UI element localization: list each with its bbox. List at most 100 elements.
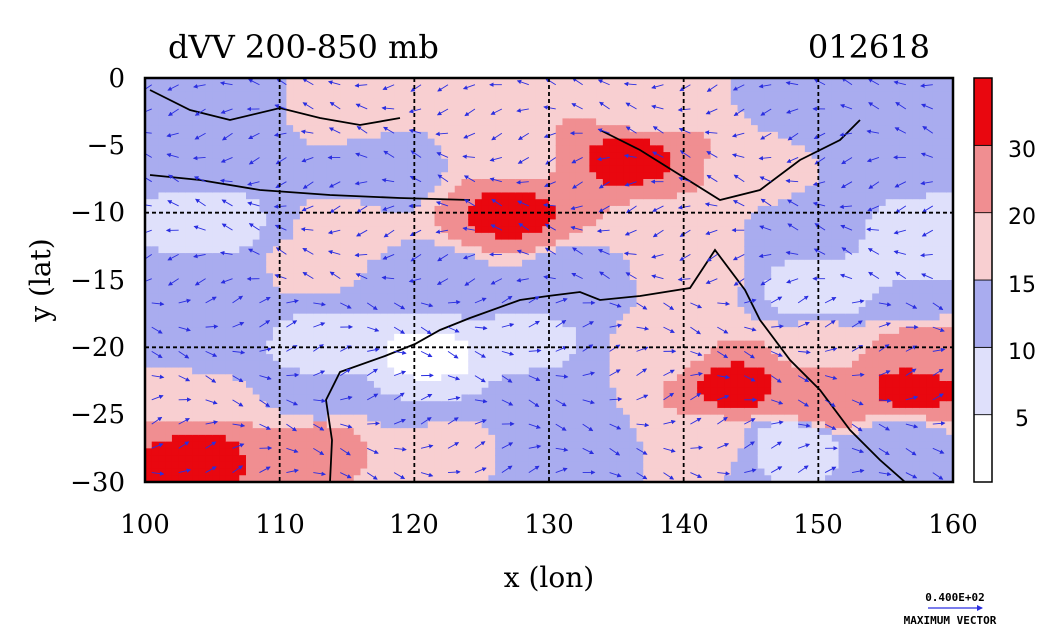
field-cell: [151, 448, 160, 456]
field-cell: [185, 293, 193, 301]
field-cell: [575, 246, 584, 254]
field-cell: [407, 333, 415, 342]
field-cell: [380, 280, 388, 288]
field-cell: [535, 448, 543, 456]
field-cell: [434, 232, 442, 241]
field-cell: [448, 192, 456, 200]
field-cell: [670, 226, 678, 234]
field-cell: [387, 253, 395, 261]
field-cell: [528, 354, 537, 362]
field-cell: [421, 138, 429, 146]
field-cell: [474, 448, 483, 456]
field-cell: [219, 347, 227, 355]
field-cell: [670, 300, 678, 308]
field-cell: [219, 273, 227, 281]
field-cell: [185, 300, 193, 308]
field-cell: [670, 185, 678, 194]
field-cell: [293, 131, 301, 140]
field-cell: [272, 232, 281, 241]
field-cell: [427, 172, 436, 180]
field-cell: [663, 118, 671, 126]
field-cell: [623, 91, 631, 99]
field-cell: [205, 401, 213, 409]
field-cell: [279, 293, 287, 301]
field-cell: [643, 125, 651, 133]
field-cell: [515, 266, 523, 274]
field-cell: [488, 212, 496, 220]
field-cell: [602, 205, 611, 214]
field-cell: [360, 475, 368, 482]
field-cell: [629, 475, 638, 482]
field-cell: [326, 407, 335, 416]
field-cell: [313, 394, 321, 402]
field-cell: [400, 401, 409, 409]
field-cell: [542, 253, 550, 261]
field-cell: [454, 259, 463, 268]
field-cell: [542, 327, 550, 335]
field-cell: [272, 226, 281, 234]
field-cell: [474, 441, 483, 449]
field-cell: [522, 394, 530, 402]
field-cell: [400, 185, 409, 194]
field-cell: [441, 226, 449, 234]
field-cell: [488, 381, 496, 389]
field-cell: [690, 428, 698, 436]
field-cell: [306, 374, 314, 382]
field-cell: [596, 219, 604, 227]
field-cell: [266, 118, 274, 126]
field-cell: [299, 347, 308, 355]
field-cell: [306, 327, 314, 335]
field-cell: [326, 320, 335, 328]
field-cell: [616, 98, 624, 106]
field-cell: [575, 306, 584, 315]
field-cell: [683, 104, 691, 113]
field-cell: [461, 145, 469, 153]
field-cell: [367, 441, 375, 449]
field-cell: [481, 387, 489, 396]
field-cell: [508, 475, 516, 482]
field-cell: [340, 340, 348, 348]
field-cell: [589, 212, 597, 220]
field-cell: [353, 78, 362, 86]
field-cell: [495, 84, 503, 93]
field-cell: [414, 212, 422, 220]
field-cell: [266, 91, 274, 99]
field-cell: [522, 421, 530, 429]
field-cell: [192, 407, 200, 416]
field-cell: [212, 226, 220, 234]
field-cell: [697, 374, 705, 382]
field-cell: [373, 239, 382, 247]
field-cell: [320, 118, 328, 126]
field-cell: [151, 340, 160, 348]
field-cell: [212, 253, 220, 261]
field-cell: [151, 179, 160, 187]
field-cell: [441, 448, 449, 456]
field-cell: [528, 78, 537, 86]
field-cell: [145, 205, 153, 214]
field-cell: [306, 192, 314, 200]
field-cell: [609, 387, 617, 396]
field-cell: [569, 91, 577, 99]
field-cell: [306, 78, 314, 86]
field-cell: [286, 118, 294, 126]
field-cell: [178, 179, 186, 187]
field-cell: [171, 266, 180, 274]
field-cell: [313, 212, 321, 220]
field-cell: [589, 185, 597, 194]
field-cell: [569, 84, 577, 93]
field-cell: [293, 455, 301, 463]
field-cell: [495, 253, 503, 261]
field-cell: [562, 172, 570, 180]
field-cell: [367, 266, 375, 274]
field-cell: [421, 280, 429, 288]
field-cell: [219, 475, 227, 482]
field-cell: [259, 421, 267, 429]
field-cell: [528, 131, 537, 140]
field-cell: [508, 219, 516, 227]
field-cell: [542, 354, 550, 362]
field-cell: [650, 374, 658, 382]
field-cell: [461, 165, 469, 173]
field-cell: [158, 226, 166, 234]
field-cell: [293, 280, 301, 288]
field-cell: [468, 266, 476, 274]
